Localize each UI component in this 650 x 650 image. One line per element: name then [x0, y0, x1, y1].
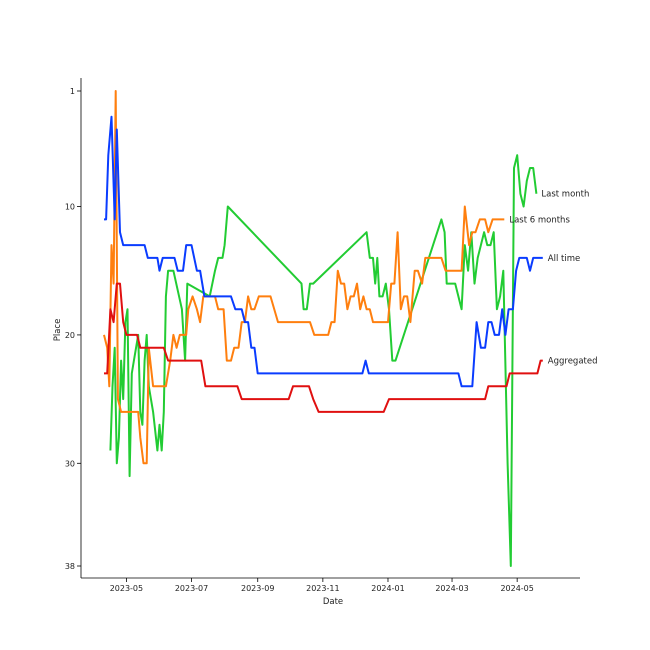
plot-lines [103, 90, 543, 567]
series-label-last-6-months: Last 6 months [509, 215, 570, 225]
x-tick-label: 2024-01 [371, 584, 404, 593]
x-ticks: 2023-05 2023-07 2023-09 2023-11 2024-01 2024-… [110, 578, 534, 593]
series-line-last-month [109, 154, 538, 567]
x-axis-label: Date [323, 597, 343, 607]
x-tick-label: 2023-09 [241, 584, 274, 593]
x-tick-label: 2023-05 [110, 584, 143, 593]
x-tick-label: 2023-11 [306, 584, 339, 593]
series-line-all-time [104, 115, 543, 388]
y-tick-label: 1 [70, 87, 75, 96]
y-ticks: 1 10 20 30 38 [65, 87, 81, 571]
series-label-all-time: All time [548, 254, 580, 264]
x-tick-label: 2023-07 [175, 584, 208, 593]
series-line-aggregated [104, 282, 543, 413]
x-tick-label: 2024-03 [435, 584, 468, 593]
series-label-aggregated: Aggregated [548, 357, 598, 367]
y-axis-label: Place [53, 319, 63, 342]
line-end-labels: Last month Last 6 months All time Aggregate… [509, 190, 597, 367]
y-tick-label: 30 [65, 459, 75, 468]
x-tick-label: 2024-05 [500, 584, 533, 593]
y-tick-label: 20 [65, 331, 75, 340]
y-tick-label: 38 [65, 562, 75, 571]
y-tick-label: 10 [65, 203, 75, 212]
series-label-last-month: Last month [541, 190, 589, 200]
